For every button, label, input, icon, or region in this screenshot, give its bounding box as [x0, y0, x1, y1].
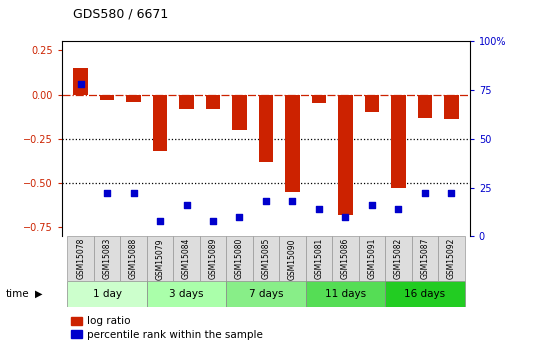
- Text: GSM15088: GSM15088: [129, 238, 138, 279]
- Point: [235, 214, 244, 220]
- Text: 1 day: 1 day: [92, 289, 122, 299]
- Bar: [444, 95, 458, 119]
- FancyBboxPatch shape: [68, 236, 94, 281]
- Bar: [206, 95, 220, 109]
- Bar: [179, 95, 194, 109]
- Point: [129, 191, 138, 196]
- FancyBboxPatch shape: [120, 236, 147, 281]
- FancyBboxPatch shape: [173, 236, 200, 281]
- Bar: [126, 95, 141, 102]
- FancyBboxPatch shape: [253, 236, 279, 281]
- Text: GSM15091: GSM15091: [367, 238, 376, 279]
- Text: 16 days: 16 days: [404, 289, 445, 299]
- Text: GSM15079: GSM15079: [156, 238, 165, 279]
- Point: [262, 198, 271, 204]
- Text: ▶: ▶: [35, 289, 43, 299]
- Text: GSM15081: GSM15081: [314, 238, 323, 279]
- FancyBboxPatch shape: [147, 236, 173, 281]
- FancyBboxPatch shape: [411, 236, 438, 281]
- Text: GSM15080: GSM15080: [235, 238, 244, 279]
- Bar: [259, 95, 273, 162]
- FancyBboxPatch shape: [147, 281, 226, 307]
- Legend: log ratio, percentile rank within the sample: log ratio, percentile rank within the sa…: [68, 312, 267, 344]
- Text: GSM15089: GSM15089: [208, 238, 218, 279]
- Text: GSM15092: GSM15092: [447, 238, 456, 279]
- Text: GSM15083: GSM15083: [103, 238, 112, 279]
- Point: [103, 191, 111, 196]
- FancyBboxPatch shape: [200, 236, 226, 281]
- Text: GSM15078: GSM15078: [76, 238, 85, 279]
- Bar: [364, 95, 379, 112]
- FancyBboxPatch shape: [279, 236, 306, 281]
- Text: time: time: [5, 289, 29, 299]
- Point: [182, 203, 191, 208]
- FancyBboxPatch shape: [306, 281, 385, 307]
- FancyBboxPatch shape: [385, 281, 464, 307]
- Text: GSM15086: GSM15086: [341, 238, 350, 279]
- Bar: [417, 95, 432, 118]
- Text: GSM15087: GSM15087: [420, 238, 429, 279]
- FancyBboxPatch shape: [332, 236, 359, 281]
- Point: [315, 206, 323, 212]
- FancyBboxPatch shape: [226, 236, 253, 281]
- FancyBboxPatch shape: [68, 281, 147, 307]
- Text: 7 days: 7 days: [249, 289, 283, 299]
- FancyBboxPatch shape: [94, 236, 120, 281]
- Text: 11 days: 11 days: [325, 289, 366, 299]
- Text: GSM15085: GSM15085: [261, 238, 271, 279]
- Text: GSM15084: GSM15084: [182, 238, 191, 279]
- Point: [368, 203, 376, 208]
- FancyBboxPatch shape: [306, 236, 332, 281]
- Point: [156, 218, 164, 224]
- FancyBboxPatch shape: [226, 281, 306, 307]
- Bar: [153, 95, 167, 151]
- Bar: [391, 95, 406, 188]
- Bar: [285, 95, 300, 192]
- Bar: [312, 95, 326, 103]
- Text: GDS580 / 6671: GDS580 / 6671: [73, 8, 168, 21]
- FancyBboxPatch shape: [385, 236, 411, 281]
- Point: [288, 198, 297, 204]
- Point: [421, 191, 429, 196]
- Text: GSM15082: GSM15082: [394, 238, 403, 279]
- Bar: [338, 95, 353, 215]
- Point: [447, 191, 456, 196]
- FancyBboxPatch shape: [438, 236, 464, 281]
- Point: [394, 206, 403, 212]
- FancyBboxPatch shape: [359, 236, 385, 281]
- Text: 3 days: 3 days: [169, 289, 204, 299]
- Bar: [73, 68, 88, 95]
- Text: GSM15090: GSM15090: [288, 238, 297, 279]
- Point: [341, 214, 350, 220]
- Point: [76, 81, 85, 87]
- Bar: [100, 95, 114, 100]
- Point: [208, 218, 217, 224]
- Bar: [232, 95, 247, 130]
